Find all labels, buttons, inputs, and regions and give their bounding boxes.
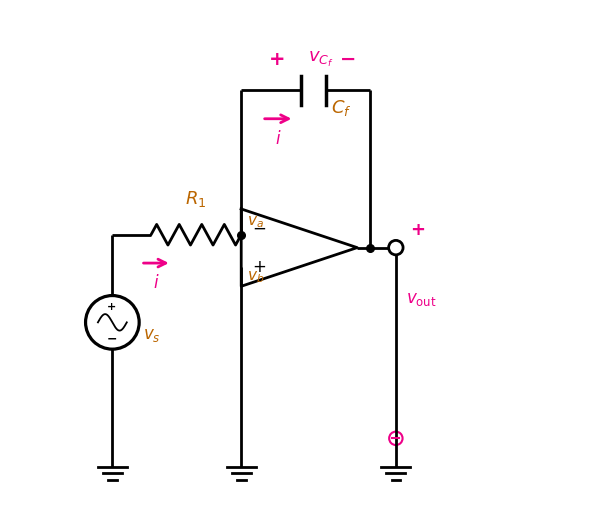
Text: $v_b$: $v_b$ bbox=[248, 269, 264, 285]
Text: $v_a$: $v_a$ bbox=[248, 214, 264, 230]
Text: $v_{C_f}$: $v_{C_f}$ bbox=[308, 50, 334, 69]
Text: −: − bbox=[340, 50, 356, 69]
Text: $R_1$: $R_1$ bbox=[186, 189, 207, 209]
Text: +: + bbox=[107, 302, 117, 312]
Text: +: + bbox=[269, 50, 285, 69]
Text: −: − bbox=[252, 219, 266, 238]
Text: $v_{\rm out}$: $v_{\rm out}$ bbox=[406, 290, 437, 308]
Text: +: + bbox=[410, 220, 426, 239]
Text: +: + bbox=[252, 258, 266, 276]
Text: $i$: $i$ bbox=[275, 130, 282, 148]
Text: $v_s$: $v_s$ bbox=[143, 326, 161, 344]
Text: −: − bbox=[106, 333, 117, 346]
Text: $i$: $i$ bbox=[153, 275, 159, 292]
Text: $C_f$: $C_f$ bbox=[331, 98, 352, 118]
